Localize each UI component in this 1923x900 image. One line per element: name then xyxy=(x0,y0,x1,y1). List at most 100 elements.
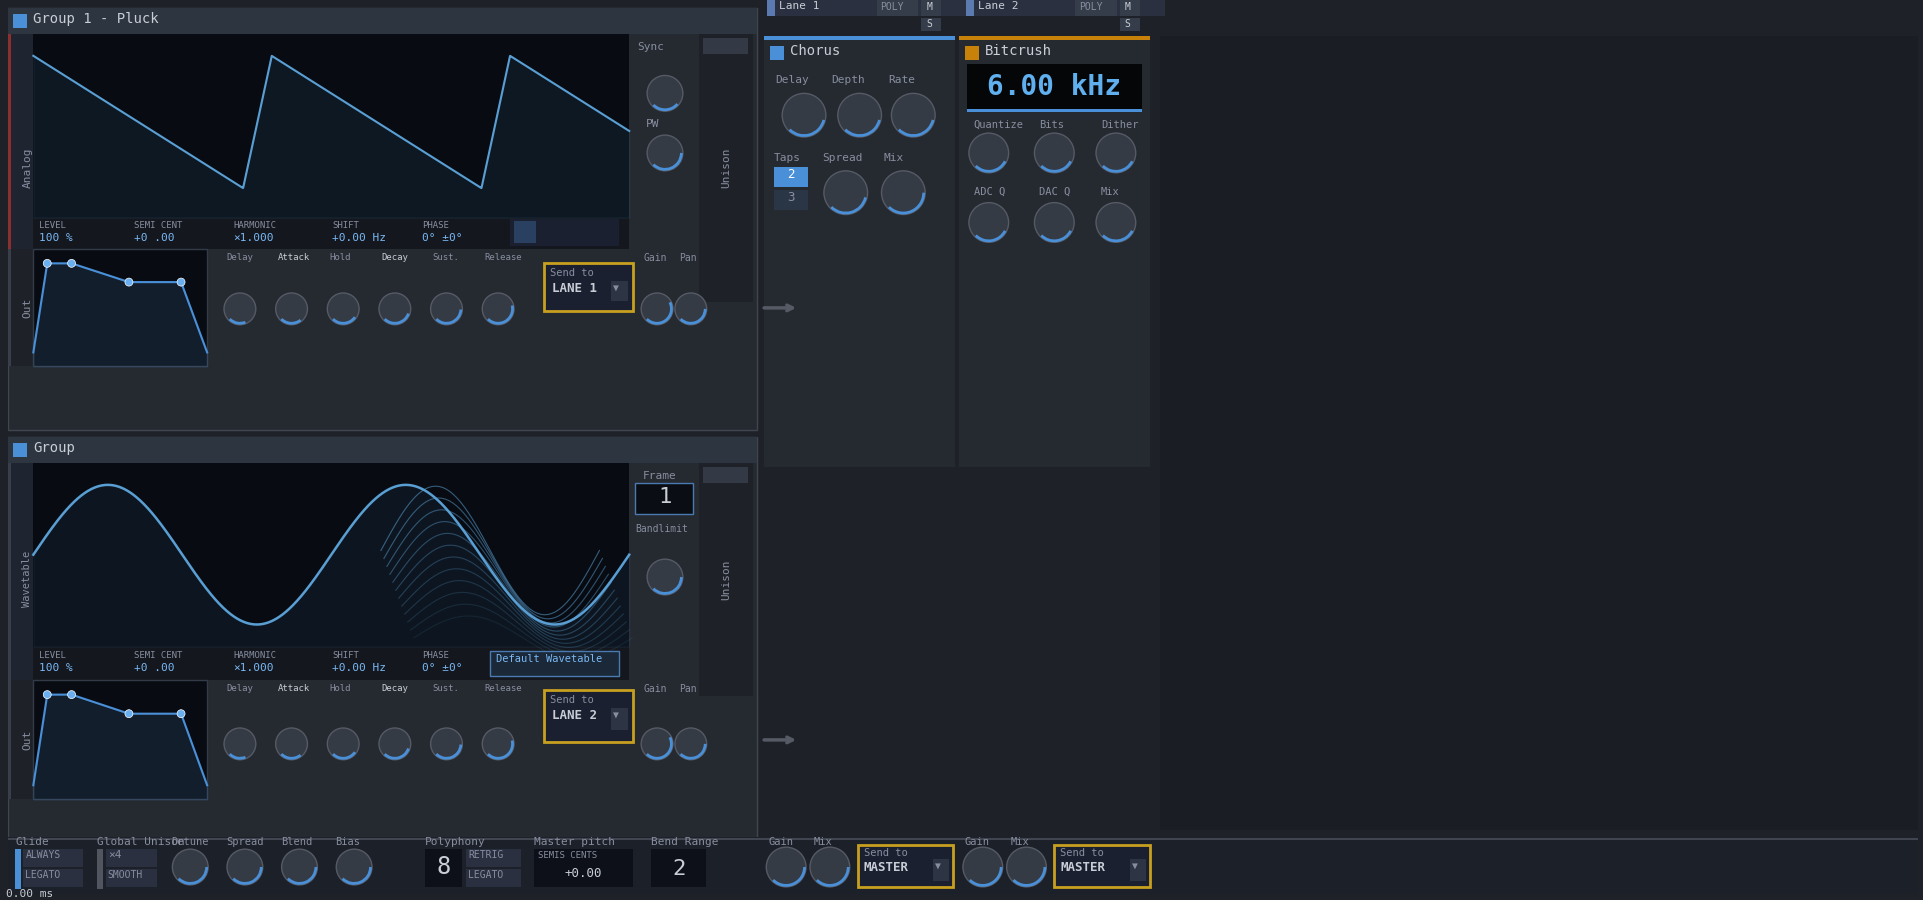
Bar xyxy=(425,850,462,886)
Text: POLY: POLY xyxy=(881,2,904,12)
Bar xyxy=(8,34,12,302)
Bar xyxy=(513,221,537,243)
Text: Global Unison: Global Unison xyxy=(96,837,185,847)
Text: Unison: Unison xyxy=(721,148,731,188)
Bar xyxy=(612,708,629,730)
Text: ALWAYS: ALWAYS xyxy=(25,850,62,860)
Text: 0.00 ms: 0.00 ms xyxy=(6,889,54,899)
Text: Delay: Delay xyxy=(225,684,252,693)
Text: Unison: Unison xyxy=(721,560,731,600)
Circle shape xyxy=(646,559,683,595)
Bar xyxy=(8,249,33,366)
Bar xyxy=(8,8,758,430)
Bar xyxy=(965,46,979,59)
Bar xyxy=(1119,0,1138,16)
Bar xyxy=(1129,860,1144,881)
Text: SHIFT: SHIFT xyxy=(333,221,360,230)
Circle shape xyxy=(837,94,881,137)
Circle shape xyxy=(969,133,1008,173)
Bar xyxy=(490,651,619,676)
Bar xyxy=(533,850,633,886)
Text: LEVEL: LEVEL xyxy=(38,651,65,660)
Bar xyxy=(33,34,629,218)
Bar xyxy=(8,680,12,799)
Bar xyxy=(13,14,27,28)
Bar xyxy=(590,221,613,243)
Text: ×1.000: ×1.000 xyxy=(233,233,273,243)
Bar xyxy=(921,0,940,16)
Text: Wavetable: Wavetable xyxy=(23,551,33,608)
Text: 3: 3 xyxy=(787,191,794,203)
Text: ×4: ×4 xyxy=(108,850,121,860)
Text: LEGATO: LEGATO xyxy=(25,870,62,880)
Text: +0.00 Hz: +0.00 Hz xyxy=(333,663,387,673)
Bar xyxy=(965,0,973,16)
Bar xyxy=(465,850,521,867)
Bar xyxy=(877,0,917,16)
Text: Rate: Rate xyxy=(887,76,913,86)
Bar xyxy=(933,860,948,881)
Text: LEVEL: LEVEL xyxy=(38,221,65,230)
Circle shape xyxy=(962,847,1002,886)
Bar xyxy=(106,869,158,886)
Text: Gain: Gain xyxy=(965,837,990,847)
Text: Bandlimit: Bandlimit xyxy=(635,525,688,535)
Text: SEMI CENT: SEMI CENT xyxy=(133,651,183,660)
Text: DAC Q: DAC Q xyxy=(1038,186,1069,197)
Bar xyxy=(23,869,83,886)
Text: Send to: Send to xyxy=(550,268,592,278)
Bar xyxy=(8,837,1917,894)
Text: SMOOTH: SMOOTH xyxy=(108,870,142,880)
Bar xyxy=(858,845,952,886)
Circle shape xyxy=(67,259,75,267)
Text: Sust.: Sust. xyxy=(433,253,460,262)
Bar xyxy=(1160,36,1917,831)
Circle shape xyxy=(379,293,410,325)
Text: Send to: Send to xyxy=(863,848,908,859)
Bar xyxy=(33,680,208,799)
Text: SEMI CENT: SEMI CENT xyxy=(133,221,183,230)
Bar xyxy=(96,850,102,889)
Text: 6.00 kHz: 6.00 kHz xyxy=(986,74,1121,102)
Bar xyxy=(1119,18,1138,31)
Text: Depth: Depth xyxy=(831,76,863,86)
Text: Mix: Mix xyxy=(1100,186,1119,197)
Bar xyxy=(565,221,587,243)
Text: Send to: Send to xyxy=(1060,848,1104,859)
Bar xyxy=(763,40,954,467)
Circle shape xyxy=(42,259,52,267)
Circle shape xyxy=(1096,133,1135,173)
Bar xyxy=(702,467,748,482)
Circle shape xyxy=(223,293,256,325)
Bar xyxy=(8,680,33,799)
Bar xyxy=(767,0,775,16)
Text: POLY: POLY xyxy=(1079,2,1102,12)
Text: Default Wavetable: Default Wavetable xyxy=(496,654,602,664)
Text: ▼: ▼ xyxy=(613,284,619,293)
Text: Lane 2: Lane 2 xyxy=(977,1,1017,11)
Circle shape xyxy=(1096,202,1135,242)
Text: SEMIS CENTS: SEMIS CENTS xyxy=(538,851,596,860)
Circle shape xyxy=(223,728,256,760)
Text: Mix: Mix xyxy=(813,837,833,847)
Text: PHASE: PHASE xyxy=(421,221,448,230)
Circle shape xyxy=(823,171,867,214)
Circle shape xyxy=(42,690,52,698)
Text: Detune: Detune xyxy=(171,837,210,847)
Circle shape xyxy=(640,293,673,325)
Text: Analog: Analog xyxy=(23,148,33,188)
Text: Bitcrush: Bitcrush xyxy=(985,44,1052,58)
Text: Release: Release xyxy=(485,684,521,693)
Bar xyxy=(650,850,706,886)
Text: SHIFT: SHIFT xyxy=(333,651,360,660)
Text: ADC Q: ADC Q xyxy=(973,186,1004,197)
Circle shape xyxy=(275,293,308,325)
Bar xyxy=(15,850,21,889)
Bar xyxy=(33,463,629,646)
Text: Hold: Hold xyxy=(329,253,350,262)
Text: Gain: Gain xyxy=(767,837,792,847)
Text: 8: 8 xyxy=(437,855,450,879)
Circle shape xyxy=(67,690,75,698)
Bar xyxy=(773,166,808,186)
Circle shape xyxy=(646,76,683,112)
